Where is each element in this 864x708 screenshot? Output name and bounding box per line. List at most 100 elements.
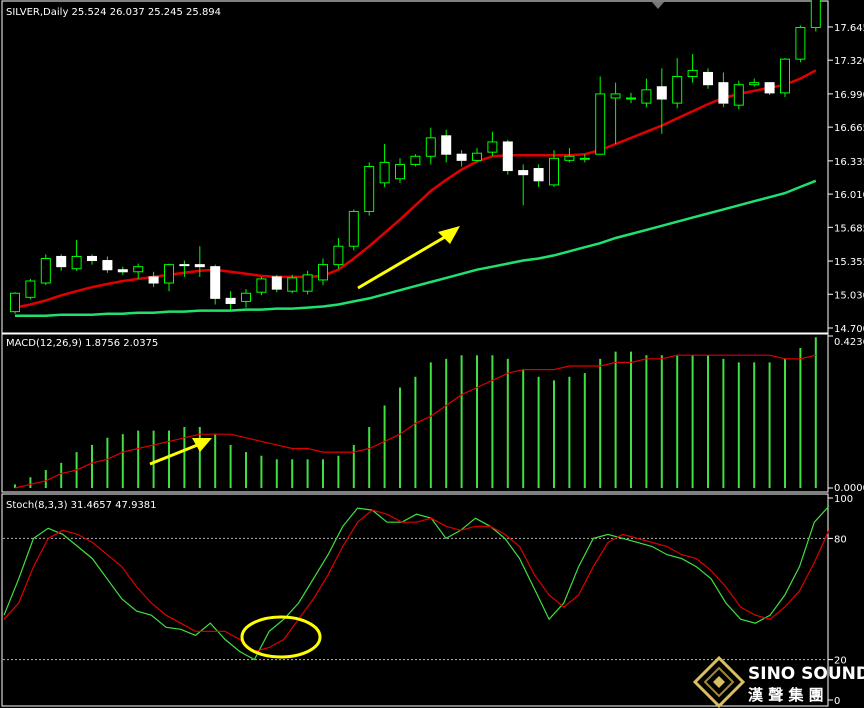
scroll-marker-icon[interactable] [652, 2, 664, 9]
stoch-k-line [3, 505, 830, 661]
candle-body-down [148, 276, 159, 284]
candle-body-up [610, 93, 621, 99]
candle-body-down [441, 135, 452, 155]
candle-body-up [364, 165, 375, 212]
price-pane-border [1, 0, 829, 334]
candle-body-down [102, 260, 113, 271]
candle-body-up [749, 82, 760, 86]
candle-body-up [164, 264, 174, 284]
price-tick-label: 16.335 [834, 157, 864, 168]
macd-signal-line [14, 354, 816, 489]
logo-name: SINO SOUND [748, 664, 864, 684]
price-tick-label: 16.665 [834, 123, 864, 134]
fast-moving-average-line [14, 69, 817, 309]
candle-body-up [579, 157, 590, 160]
stoch-levels [3, 537, 827, 661]
candle-body-up [472, 152, 482, 161]
candle-body-up [256, 278, 267, 293]
price-tick-label: 15.685 [834, 223, 864, 234]
candle-body-down [194, 264, 205, 268]
price-tick-label: 15.030 [834, 290, 864, 301]
price-tick-label: 14.700 [834, 324, 864, 335]
stoch-axis: 100 80 20 0 [828, 494, 853, 707]
candle-body-up [672, 76, 683, 104]
candle-body-up [40, 257, 51, 284]
candle-body-up [395, 163, 405, 180]
candle-body-up [287, 277, 298, 292]
price-tick-label: 16.990 [834, 90, 864, 101]
price-tick-label: 15.355 [834, 257, 864, 268]
stoch-header: Stoch(8,3,3) 31.4657 47.9381 [6, 500, 157, 511]
candle-body-up [641, 89, 652, 104]
candle-body-down [225, 297, 236, 304]
price-tick-label: 16.010 [834, 190, 864, 201]
price-header: SILVER,Daily 25.524 26.037 25.245 25.894 [6, 7, 221, 18]
stoch-pane-border [1, 493, 829, 707]
stoch-tick-label: 20 [834, 656, 847, 667]
candles [10, 0, 821, 314]
candle-body-up [71, 255, 82, 270]
stoch-pane: 100 80 20 0 Stoch(8,3,3) 31.4657 47.9381 [1, 493, 853, 707]
candle-body-up [302, 274, 313, 292]
logo-subtitle: 漢 聲 集 團 [748, 686, 824, 704]
candle-body-up [795, 26, 806, 60]
candle-body-down [210, 266, 221, 299]
candle-body-up [595, 93, 606, 155]
macd-arrow [149, 438, 212, 466]
candle-body-up [410, 155, 421, 165]
stoch-tick-label: 100 [834, 494, 853, 505]
stoch-tick-label: 0 [834, 696, 840, 707]
candle-body-up [133, 266, 144, 273]
candle-body-up [348, 210, 359, 247]
stoch-highlight-ellipse [240, 615, 322, 659]
candle-body-up [25, 280, 36, 298]
candle-body-up [10, 292, 20, 313]
candle-body-down [56, 255, 67, 268]
macd-signal [14, 354, 816, 489]
candle-body-down [656, 86, 667, 100]
candle-body-up [241, 292, 251, 302]
candle-body-down [502, 141, 513, 172]
candle-body-up [626, 97, 636, 100]
macd-header: MACD(12,26,9) 1.8756 2.0375 [6, 338, 158, 349]
logo-diamond-icon [692, 655, 746, 708]
candle-body-up [780, 58, 790, 94]
price-tick-label: 17.645 [834, 23, 864, 34]
candle-body-down [117, 269, 128, 273]
candle-body-down [271, 276, 282, 290]
candle-body-up [687, 69, 698, 78]
candle-body-up [425, 137, 436, 157]
candle-body-up [318, 264, 328, 281]
candle-body-up [733, 84, 744, 106]
candle-body-down [533, 168, 544, 182]
trend-arrow [357, 226, 460, 290]
stoch-tick-label: 80 [834, 534, 847, 545]
candle-body-up [810, 0, 821, 28]
stoch-d-line [3, 509, 830, 653]
macd-histogram [14, 337, 817, 488]
slow-moving-average-line [15, 179, 817, 317]
candle-body-up [333, 245, 344, 266]
macd-pane-border [1, 333, 829, 493]
price-tick-label: 17.320 [834, 56, 864, 67]
candle-body-down [764, 82, 775, 94]
candle-body-up [549, 157, 559, 186]
candle-body-up [487, 141, 498, 153]
stoch-lines [3, 505, 830, 661]
candle-body-up [379, 161, 390, 184]
candle-body-down [179, 264, 190, 267]
candle-body-up [564, 155, 575, 161]
price-axis: 17.645 17.320 16.990 16.665 16.335 16.010 15.6… [828, 23, 864, 335]
macd-tick-label: 0.0000 [834, 483, 864, 494]
sino-sound-logo: SINO SOUND 漢 聲 集 團 [692, 655, 864, 708]
macd-axis: 0.4236 0.0000 [828, 335, 864, 494]
macd-tick-label: 0.4236 [834, 337, 864, 348]
moving-averages [14, 69, 817, 317]
candle-body-down [456, 153, 467, 161]
candle-body-down [518, 170, 529, 176]
price-pane: 17.645 17.320 16.990 16.665 16.335 16.010 15.6… [1, 0, 864, 335]
candle-body-down [718, 82, 729, 104]
candle-body-down [87, 255, 97, 262]
macd-pane: 0.4236 0.0000 MACD(12,26,9) 1.8756 2.0375 [1, 333, 864, 494]
